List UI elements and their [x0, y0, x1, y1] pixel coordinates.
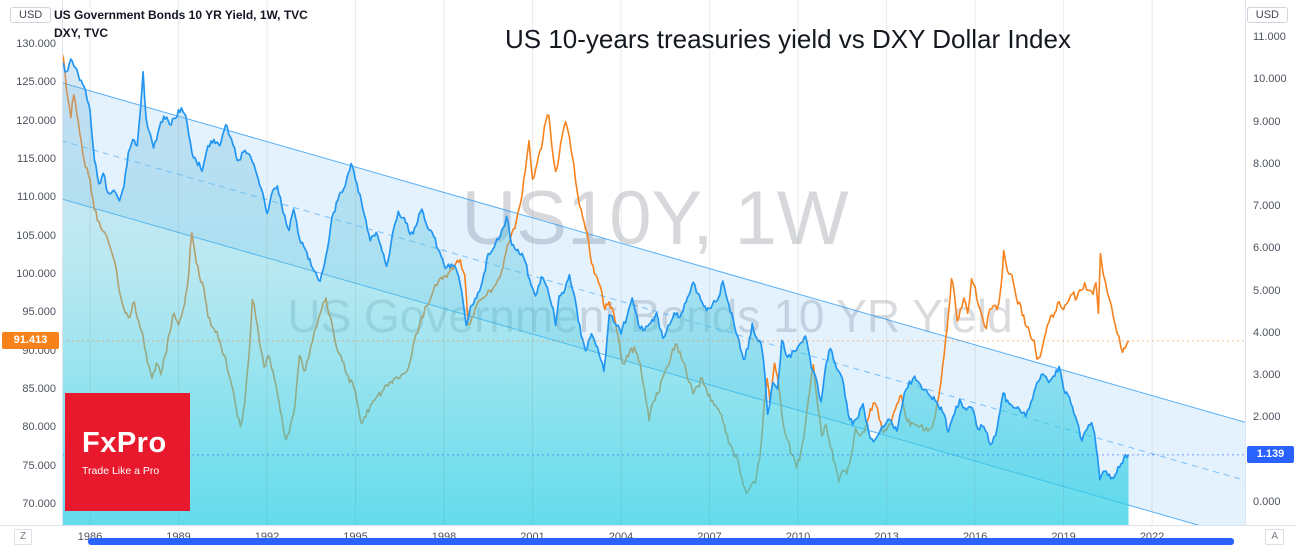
fxpro-logo: FxPro Trade Like a Pro: [65, 393, 190, 511]
left-axis-tick-label: 125.000: [16, 76, 56, 89]
chart-title-annotation[interactable]: US 10-years treasuries yield vs DXY Doll…: [505, 24, 1071, 54]
fxpro-tagline: Trade Like a Pro: [82, 465, 160, 477]
left-axis-tick-label: 115.000: [17, 153, 56, 165]
legend: US Government Bonds 10 YR Yield, 1W, TVC…: [54, 8, 308, 40]
right-axis-tick-label: 9.000: [1253, 115, 1281, 128]
right-axis-tick-label: 7.000: [1253, 200, 1281, 213]
legend-us10y-title[interactable]: US Government Bonds 10 YR Yield, 1W, TVC: [54, 8, 308, 22]
right-axis-tick-label: 2.000: [1253, 411, 1281, 424]
left-axis-tick-label: 110.000: [17, 191, 56, 204]
left-axis-currency-button[interactable]: USD: [10, 7, 52, 23]
autoscale-button[interactable]: A: [1265, 529, 1284, 545]
right-axis-tick-label: 8.000: [1253, 157, 1281, 170]
right-axis-tick-label: 11.000: [1253, 31, 1286, 43]
trend-channel-top-line: [62, 82, 1245, 423]
us10y-line: [62, 58, 1130, 481]
left-axis-tick-label: 80.000: [22, 421, 56, 434]
left-axis-tick-label: 70.000: [22, 498, 56, 510]
right-axis-currency-button[interactable]: USD: [1246, 7, 1288, 23]
right-axis-tick-label: 5.000: [1253, 284, 1281, 297]
left-axis-tick-label: 105.000: [16, 229, 56, 242]
us10y-area-fill: [62, 59, 1129, 525]
left-price-axis[interactable]: 130.000 125.000 120.000 115.000 110.000 105.0…: [0, 0, 63, 525]
left-axis-tick-label: 95.000: [22, 306, 56, 319]
timeline-scrollbar[interactable]: [88, 538, 1234, 545]
left-axis-tick-label: 100.000: [16, 268, 56, 280]
left-axis-tick-label: 85.000: [22, 383, 56, 395]
timezone-button[interactable]: Z: [14, 529, 33, 545]
watermark-symbol: US10Y, 1W: [461, 176, 849, 261]
left-axis-tick-label: 75.000: [22, 459, 56, 472]
left-axis-tick-label: 120.000: [16, 114, 56, 127]
legend-dxy-title[interactable]: DXY, TVC: [54, 26, 109, 40]
us10y-last-price-badge: 1.139: [1247, 445, 1294, 463]
right-axis-tick-label: 3.000: [1253, 369, 1281, 382]
right-axis-tick-label: 10.000: [1253, 73, 1287, 86]
dxy-last-price-badge: 91.413: [2, 331, 59, 349]
right-axis-tick-label: 0.000: [1253, 496, 1281, 508]
right-axis-tick-label: 4.000: [1253, 326, 1281, 339]
fxpro-logo-text: FxPro: [82, 427, 167, 459]
right-price-axis[interactable]: 11.000 10.000 9.000 8.000 7.000 6.000 5.000 4.0…: [1245, 0, 1296, 525]
right-axis-tick-label: 6.000: [1253, 242, 1281, 255]
left-axis-tick-label: 130.000: [16, 38, 56, 50]
